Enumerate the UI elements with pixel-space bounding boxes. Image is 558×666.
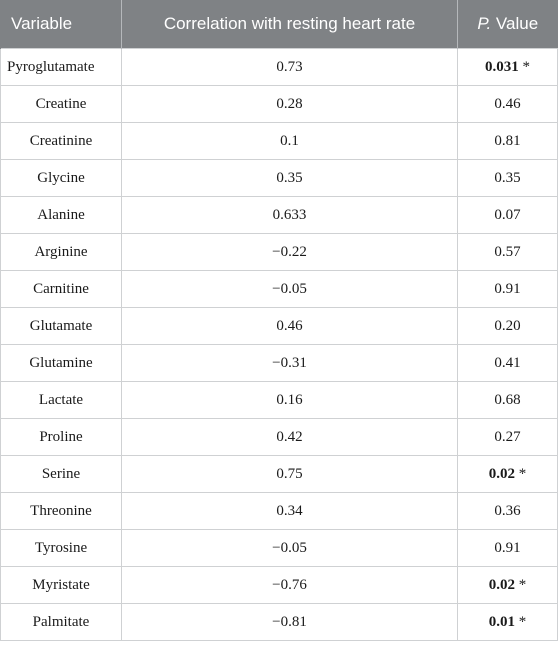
cell-correlation: −0.31	[121, 344, 458, 382]
p-value-number: 0.68	[494, 391, 521, 408]
cell-correlation: −0.22	[121, 233, 458, 271]
cell-variable: Glycine	[0, 159, 122, 197]
cell-correlation: −0.05	[121, 270, 458, 308]
cell-correlation: 0.46	[121, 307, 458, 345]
significance-marker: *	[515, 465, 527, 482]
cell-p-value: 0.07	[457, 196, 558, 234]
table-row: Creatine 0.28 0.46	[0, 85, 558, 123]
cell-variable: Creatine	[0, 85, 122, 123]
cell-correlation: 0.42	[121, 418, 458, 456]
header-row: Variable Correlation with resting heart …	[0, 0, 558, 49]
cell-p-value: 0.20	[457, 307, 558, 345]
cell-variable: Glutamate	[0, 307, 122, 345]
cell-correlation: −0.05	[121, 529, 458, 567]
cell-p-value: 0.27	[457, 418, 558, 456]
cell-correlation: 0.73	[121, 48, 458, 86]
cell-correlation: 0.1	[121, 122, 458, 160]
cell-p-value: 0.46	[457, 85, 558, 123]
table-row: Alanine 0.633 0.07	[0, 196, 558, 234]
header-p-value: P. Value	[457, 0, 558, 49]
table-row: Palmitate −0.81 0.01 *	[0, 603, 558, 641]
p-value-number: 0.36	[494, 502, 521, 519]
table-row: Serine 0.75 0.02 *	[0, 455, 558, 493]
cell-correlation: 0.16	[121, 381, 458, 419]
cell-variable: Glutamine	[0, 344, 122, 382]
table-row: Glutamate 0.46 0.20	[0, 307, 558, 345]
p-value-number: 0.02	[488, 576, 515, 593]
cell-variable: Carnitine	[0, 270, 122, 308]
cell-correlation: 0.34	[121, 492, 458, 530]
p-value-number: 0.81	[494, 132, 521, 149]
p-value-number: 0.91	[494, 539, 521, 556]
p-value-number: 0.35	[494, 169, 521, 186]
table-header: Variable Correlation with resting heart …	[0, 0, 558, 49]
p-value-number: 0.07	[494, 206, 521, 223]
table-row: Lactate 0.16 0.68	[0, 381, 558, 419]
cell-p-value: 0.91	[457, 529, 558, 567]
table-body: Pyroglutamate 0.73 0.031 * Creatine 0.28 0.46…	[0, 48, 558, 641]
cell-correlation: 0.75	[121, 455, 458, 493]
table-row: Glutamine −0.31 0.41	[0, 344, 558, 382]
cell-p-value: 0.36	[457, 492, 558, 530]
cell-p-value: 0.02 *	[457, 455, 558, 493]
cell-correlation: −0.81	[121, 603, 458, 641]
p-value-number: 0.41	[494, 354, 521, 371]
header-p-letter: P.	[477, 14, 492, 33]
cell-variable: Arginine	[0, 233, 122, 271]
cell-variable: Proline	[0, 418, 122, 456]
p-value-number: 0.57	[494, 243, 521, 260]
cell-variable: Palmitate	[0, 603, 122, 641]
cell-variable: Creatinine	[0, 122, 122, 160]
table-row: Proline 0.42 0.27	[0, 418, 558, 456]
significance-marker: *	[518, 58, 531, 75]
cell-correlation: −0.76	[121, 566, 458, 604]
table-row: Pyroglutamate 0.73 0.031 *	[0, 48, 558, 86]
cell-variable: Serine	[0, 455, 122, 493]
table-row: Tyrosine −0.05 0.91	[0, 529, 558, 567]
header-variable: Variable	[0, 0, 122, 49]
table-row: Threonine 0.34 0.36	[0, 492, 558, 530]
cell-p-value: 0.91	[457, 270, 558, 308]
p-value-number: 0.46	[494, 95, 521, 112]
correlation-table: Variable Correlation with resting heart …	[0, 0, 558, 641]
p-value-number: 0.91	[494, 280, 521, 297]
p-value-number: 0.031	[485, 58, 519, 75]
header-correlation: Correlation with resting heart rate	[121, 0, 458, 49]
cell-variable: Lactate	[0, 381, 122, 419]
cell-variable: Pyroglutamate	[0, 48, 122, 86]
cell-variable: Tyrosine	[0, 529, 122, 567]
cell-variable: Myristate	[0, 566, 122, 604]
cell-p-value: 0.41	[457, 344, 558, 382]
table-row: Creatinine 0.1 0.81	[0, 122, 558, 160]
p-value-number: 0.20	[494, 317, 521, 334]
cell-variable: Threonine	[0, 492, 122, 530]
cell-p-value: 0.57	[457, 233, 558, 271]
cell-p-value: 0.01 *	[457, 603, 558, 641]
significance-marker: *	[515, 576, 527, 593]
cell-correlation: 0.633	[121, 196, 458, 234]
cell-correlation: 0.35	[121, 159, 458, 197]
significance-marker: *	[515, 613, 527, 630]
p-value-number: 0.27	[494, 428, 521, 445]
cell-p-value: 0.031 *	[457, 48, 558, 86]
table-row: Carnitine −0.05 0.91	[0, 270, 558, 308]
cell-p-value: 0.35	[457, 159, 558, 197]
table-row: Arginine −0.22 0.57	[0, 233, 558, 271]
cell-correlation: 0.28	[121, 85, 458, 123]
table-row: Myristate −0.76 0.02 *	[0, 566, 558, 604]
p-value-number: 0.02	[488, 465, 515, 482]
p-value-number: 0.01	[488, 613, 515, 630]
cell-variable: Alanine	[0, 196, 122, 234]
cell-p-value: 0.02 *	[457, 566, 558, 604]
cell-p-value: 0.81	[457, 122, 558, 160]
table-row: Glycine 0.35 0.35	[0, 159, 558, 197]
cell-p-value: 0.68	[457, 381, 558, 419]
header-p-word: Value	[491, 14, 539, 33]
